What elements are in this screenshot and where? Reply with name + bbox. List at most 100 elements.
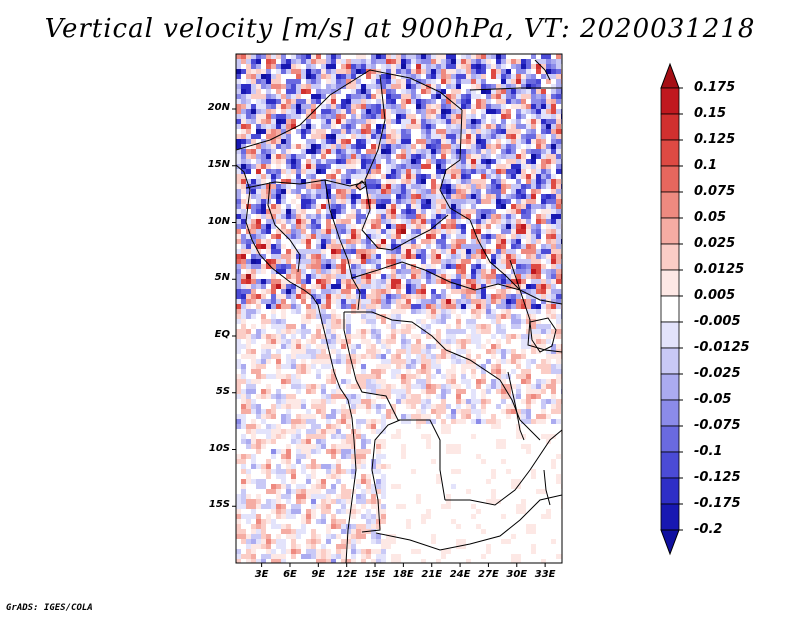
field-cell [541,109,547,115]
field-cell [306,199,312,205]
field-cell [386,154,392,160]
field-cell [341,224,347,230]
field-cell [426,274,432,280]
field-cell [256,89,262,95]
field-cell [291,64,297,70]
field-cell [396,324,402,330]
field-cell [316,429,322,435]
field-cell [461,339,467,345]
field-cell [426,364,432,370]
field-cell [436,69,442,75]
field-cell [251,329,257,335]
field-cell [351,179,357,185]
field-cell [431,154,437,160]
field-cell [241,304,247,310]
field-cell [516,244,522,250]
field-cell [546,334,552,340]
field-cell [556,264,562,270]
field-cell [291,79,297,85]
field-cell [246,254,252,260]
field-cell [286,179,292,185]
field-cell [466,399,472,405]
field-cell [301,404,307,410]
field-cell [456,399,462,405]
field-cell [271,369,277,375]
field-cell [451,399,457,405]
field-cell [496,329,502,335]
field-cell [396,419,402,425]
field-cell [336,54,342,60]
field-cell [441,309,447,315]
field-cell [476,304,482,310]
field-cell [386,209,392,215]
field-cell [236,189,242,195]
field-cell [281,354,287,360]
field-cell [546,289,552,295]
field-cell [471,389,477,395]
field-cell [416,194,422,200]
field-cell [406,119,412,125]
field-cell [396,414,402,420]
field-cell [451,379,457,385]
field-cell [471,419,477,425]
field-cell [336,89,342,95]
field-cell [406,419,412,425]
field-cell [246,139,252,145]
field-cell [256,324,262,330]
field-cell [431,149,437,155]
field-cell [271,429,277,435]
field-cell [466,149,472,155]
field-cell [461,99,467,105]
field-cell [356,259,362,265]
field-cell [286,159,292,165]
field-cell [356,134,362,140]
field-cell [366,104,372,110]
field-cell [301,274,307,280]
field-cell [271,274,277,280]
field-cell [486,184,492,190]
field-cell [476,204,482,210]
field-cell [341,239,347,245]
field-cell [321,114,327,120]
field-cell [271,144,277,150]
field-cell [326,294,332,300]
field-cell [241,59,247,65]
field-cell [396,424,402,430]
field-cell [491,389,497,395]
field-cell [456,259,462,265]
field-cell [536,384,542,390]
field-cell [276,69,282,75]
field-cell [401,254,407,260]
field-cell [506,289,512,295]
field-cell [441,159,447,165]
field-cell [286,334,292,340]
field-cell [301,149,307,155]
field-cell [486,324,492,330]
field-cell [486,409,492,415]
field-cell [371,344,377,350]
field-cell [471,99,477,105]
field-cell [281,69,287,75]
field-cell [346,174,352,180]
field-cell [551,354,557,360]
field-cell [281,234,287,240]
field-cell [511,94,517,100]
field-cell [401,344,407,350]
field-cell [381,219,387,225]
field-cell [256,94,262,100]
field-cell [371,429,377,435]
field-cell [526,104,532,110]
field-cell [426,144,432,150]
field-cell [446,219,452,225]
field-cell [416,409,422,415]
field-cell [366,379,372,385]
field-cell [451,139,457,145]
field-cell [426,69,432,75]
field-cell [506,309,512,315]
field-cell [376,84,382,90]
field-cell [246,419,252,425]
field-cell [341,89,347,95]
field-cell [321,289,327,295]
field-cell [416,309,422,315]
field-cell [446,119,452,125]
